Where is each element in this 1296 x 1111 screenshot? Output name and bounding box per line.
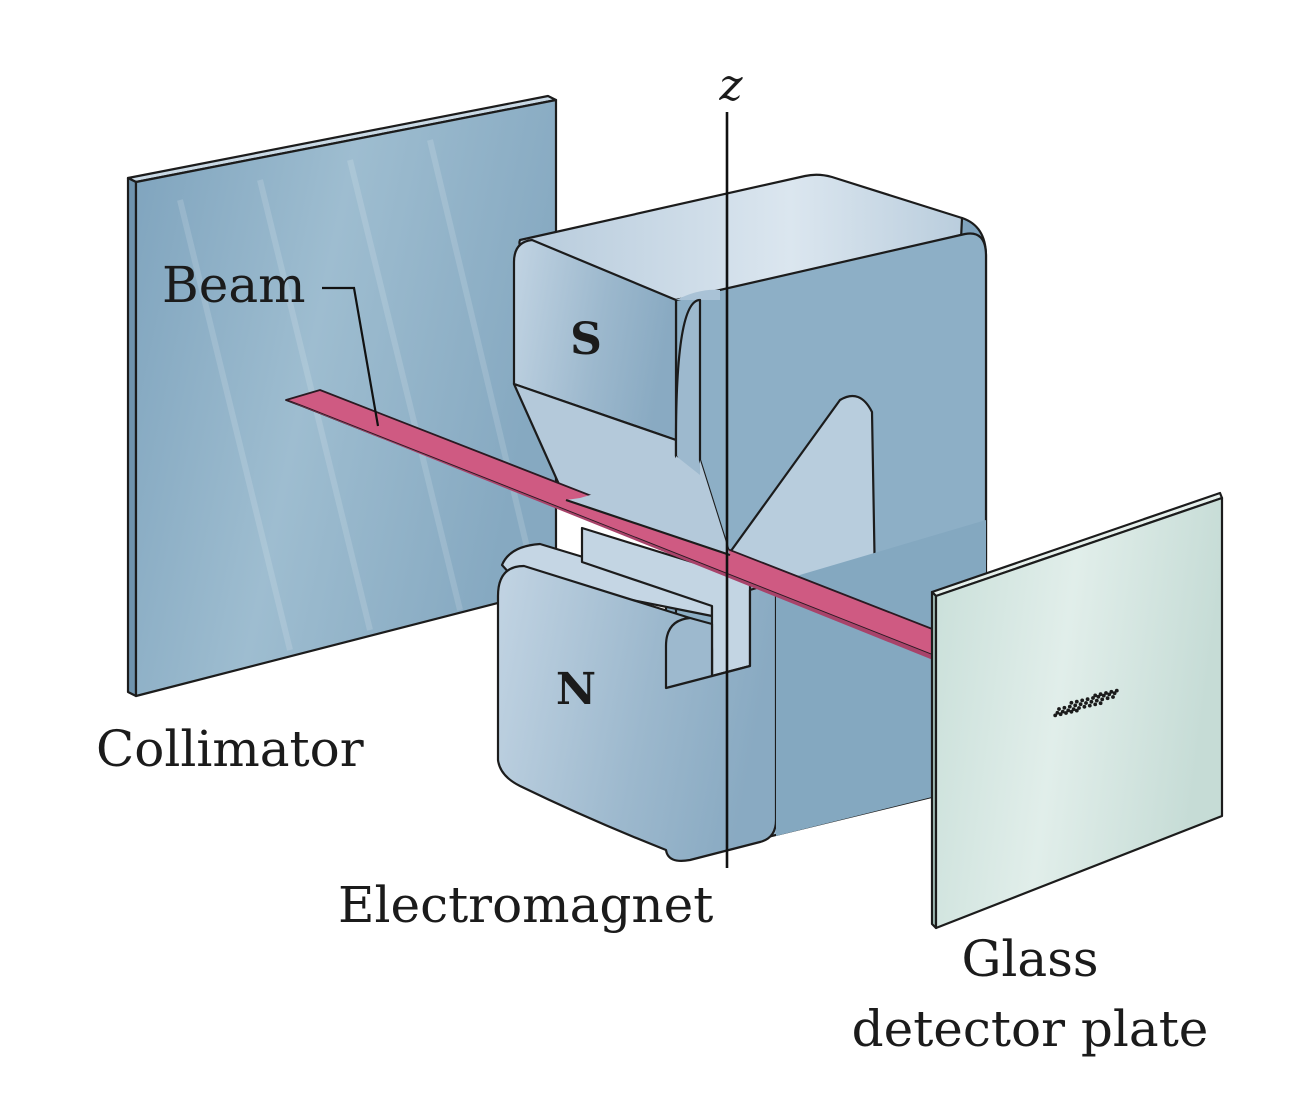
deposition-dot bbox=[1064, 711, 1068, 715]
deposition-dot bbox=[1053, 713, 1058, 718]
glass-label: Glass bbox=[961, 930, 1098, 988]
deposition-dot bbox=[1057, 707, 1061, 711]
deposition-dot bbox=[1111, 695, 1115, 699]
electromagnet-front-overlay bbox=[565, 456, 731, 557]
deposition-dot bbox=[1082, 704, 1087, 709]
deposition-dot bbox=[1104, 691, 1108, 695]
deposition-dot bbox=[1098, 692, 1103, 697]
deposition-dot bbox=[1112, 691, 1117, 696]
deposition-dot bbox=[1074, 708, 1079, 713]
deposition-dot bbox=[1073, 703, 1078, 708]
glass-detector-plate bbox=[930, 491, 1224, 930]
deposition-dot bbox=[1107, 692, 1112, 697]
z-axis: z bbox=[718, 60, 743, 868]
deposition-dot bbox=[1093, 702, 1098, 707]
deposition-dot bbox=[1091, 696, 1095, 700]
detector-plate-label: detector plate bbox=[852, 1000, 1209, 1058]
deposition-dot bbox=[1096, 694, 1101, 699]
deposition-dot bbox=[1071, 707, 1076, 712]
deposition-dot bbox=[1055, 710, 1060, 715]
deposition-dot bbox=[1087, 703, 1092, 708]
south-pole-label: S bbox=[570, 314, 602, 365]
deposition-dot bbox=[1101, 693, 1106, 698]
collimator-plate bbox=[126, 94, 558, 698]
electromagnet bbox=[496, 173, 988, 862]
deposition-dot bbox=[1098, 701, 1103, 706]
deposition-dot bbox=[1080, 698, 1085, 703]
deposition-dot bbox=[1109, 689, 1114, 694]
deposition-dot bbox=[1074, 699, 1079, 704]
beam-leader-line bbox=[322, 286, 380, 427]
north-pole-label: N bbox=[556, 664, 596, 715]
deposition-dot bbox=[1069, 709, 1074, 714]
deposition-dot bbox=[1066, 708, 1071, 713]
deposition-dot bbox=[1093, 693, 1098, 698]
deposition-dot bbox=[1114, 688, 1119, 693]
deposition-dot bbox=[1105, 696, 1110, 701]
deposition-dot bbox=[1077, 706, 1081, 710]
deposition-dot bbox=[1078, 702, 1083, 707]
deposition-pattern bbox=[1053, 688, 1119, 718]
collimator-label: Collimator bbox=[96, 720, 364, 778]
deposition-dot bbox=[1084, 701, 1088, 705]
deposition-dot bbox=[1085, 697, 1090, 702]
deposition-dot bbox=[1089, 699, 1094, 704]
deposition-dot bbox=[1069, 700, 1074, 705]
beam-label: Beam bbox=[162, 256, 306, 314]
deposition-dot bbox=[1062, 705, 1067, 710]
z-axis-label: z bbox=[718, 60, 743, 111]
deposition-dot bbox=[1100, 697, 1105, 702]
deposition-dot bbox=[1060, 709, 1065, 714]
deposition-dot bbox=[1067, 704, 1072, 709]
electromagnet-label: Electromagnet bbox=[338, 876, 713, 934]
deposition-dot bbox=[1058, 712, 1063, 717]
deposition-dot bbox=[1094, 698, 1099, 703]
